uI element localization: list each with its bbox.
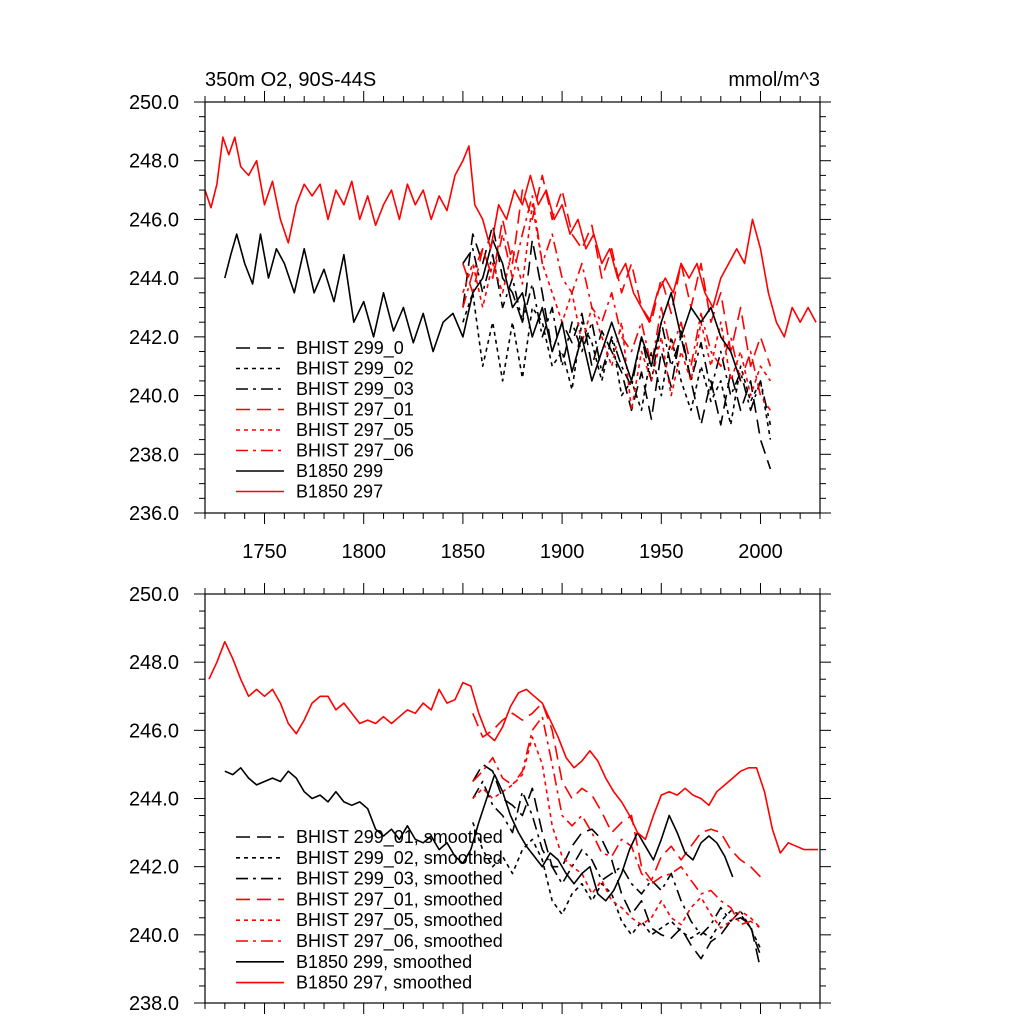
y-tick-label: 240.0 bbox=[129, 386, 179, 408]
y-tick-label: 236.0 bbox=[129, 503, 179, 525]
x-tick-label: 2000 bbox=[738, 541, 783, 563]
legend-label: B1850 299 bbox=[296, 461, 383, 481]
series-line-7 bbox=[205, 136, 817, 338]
legend-label: B1850 299, smoothed bbox=[296, 952, 472, 972]
legend-label: BHIST 297_06 bbox=[296, 441, 414, 462]
series-line-3 bbox=[462, 174, 772, 367]
y-tick-label: 240.0 bbox=[129, 925, 179, 947]
series-line-2 bbox=[472, 780, 762, 956]
series-line-6 bbox=[224, 233, 742, 382]
series-line-0 bbox=[462, 224, 772, 470]
series-line-3 bbox=[472, 702, 762, 882]
bottom-panel: 238.0 240.0 242.0 244.0 246.0 248.0 250.0 BHIST… bbox=[129, 583, 831, 1015]
series-line-7 bbox=[208, 640, 818, 854]
series-line-4 bbox=[462, 204, 772, 412]
series-line-1 bbox=[472, 822, 762, 949]
legend-label: BHIST 297_01, smoothed bbox=[296, 889, 503, 910]
series-line-5 bbox=[462, 195, 772, 411]
series-line-6 bbox=[224, 767, 734, 902]
legend-label: BHIST 297_06, smoothed bbox=[296, 931, 503, 952]
y-tick-label: 248.0 bbox=[129, 151, 179, 173]
series-line-4 bbox=[472, 736, 762, 929]
series-line-2 bbox=[462, 248, 772, 426]
series-line-0 bbox=[472, 763, 762, 970]
legend-label: BHIST 297_05 bbox=[296, 420, 414, 441]
x-axis: 1750 1800 1850 1900 1950 2000 bbox=[204, 91, 821, 563]
legend-label: BHIST 299_03, smoothed bbox=[296, 869, 503, 890]
x-tick-label: 1850 bbox=[441, 541, 486, 563]
series-lines bbox=[208, 640, 818, 970]
units-label: mmol/m^3 bbox=[728, 69, 820, 91]
series-line-5 bbox=[472, 715, 761, 929]
y-tick-label: 238.0 bbox=[129, 444, 179, 466]
legend-label: BHIST 299_02, smoothed bbox=[296, 848, 503, 869]
legend-label: B1850 297 bbox=[296, 482, 383, 502]
x-tick-label: 1800 bbox=[341, 541, 386, 563]
legend-label: BHIST 297_05, smoothed bbox=[296, 910, 503, 931]
chart-title: 350m O2, 90S-44S bbox=[205, 69, 376, 91]
y-tick-label: 246.0 bbox=[129, 720, 179, 742]
y-tick-label: 250.0 bbox=[129, 584, 179, 606]
legend-label: B1850 297, smoothed bbox=[296, 973, 472, 993]
y-tick-label: 238.0 bbox=[129, 993, 179, 1015]
legend-label: BHIST 299_01, smoothed bbox=[296, 827, 503, 848]
x-axis bbox=[204, 583, 821, 1014]
y-axis: 238.0 240.0 242.0 244.0 246.0 248.0 250.0 bbox=[129, 584, 831, 1015]
x-tick-label: 1950 bbox=[639, 541, 684, 563]
y-tick-label: 242.0 bbox=[129, 857, 179, 879]
x-tick-label: 1750 bbox=[242, 541, 287, 563]
legend-label: BHIST 297_01 bbox=[296, 400, 414, 421]
legend-label: BHIST 299_02 bbox=[296, 359, 414, 380]
top-panel: 1750 1800 1850 1900 1950 2000236.0238.0240.02… bbox=[129, 69, 831, 563]
y-tick-label: 248.0 bbox=[129, 652, 179, 674]
x-tick-label: 1900 bbox=[540, 541, 585, 563]
legend-label: BHIST 299_0 bbox=[296, 338, 404, 359]
y-tick-label: 250.0 bbox=[129, 92, 179, 114]
y-tick-label: 246.0 bbox=[129, 209, 179, 231]
legend-label: BHIST 299_03 bbox=[296, 379, 414, 400]
y-axis: 236.0 238.0 240.0 242.0 244.0 246.0 248.0 250.0 bbox=[129, 92, 831, 525]
y-tick-label: 244.0 bbox=[129, 789, 179, 811]
y-tick-label: 244.0 bbox=[129, 268, 179, 290]
series-line-1 bbox=[462, 292, 772, 440]
y-tick-label: 242.0 bbox=[129, 327, 179, 349]
series-lines bbox=[205, 136, 817, 470]
